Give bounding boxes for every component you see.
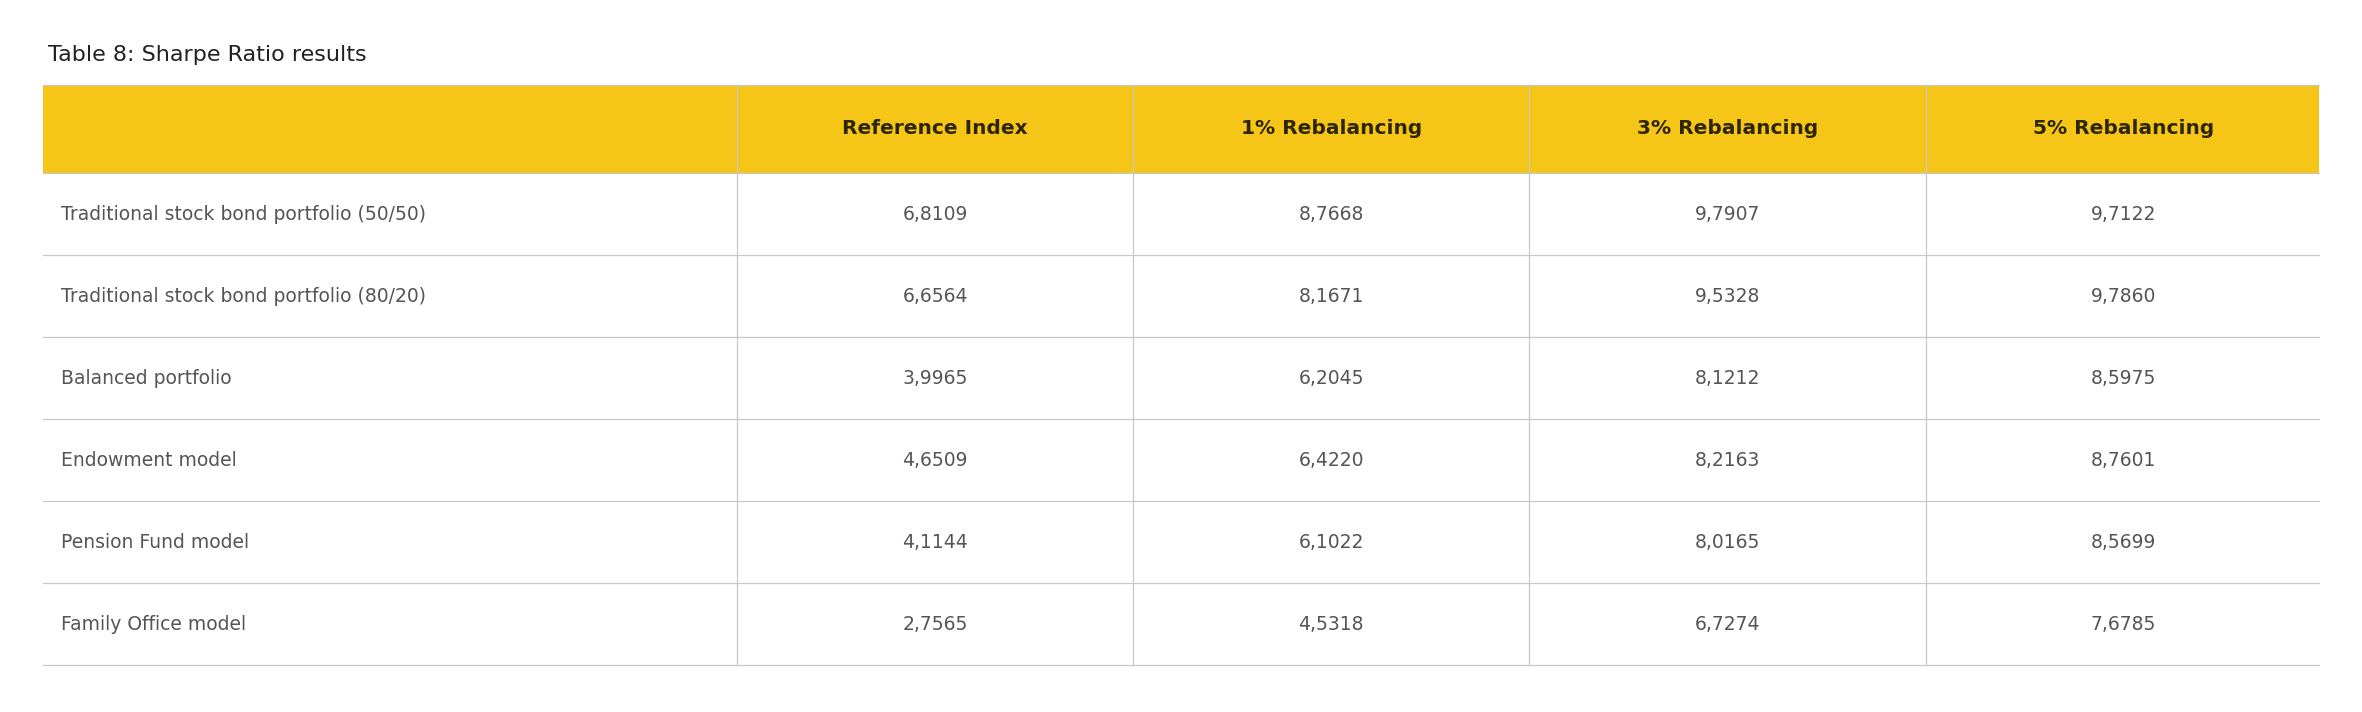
Text: 9,5328: 9,5328 bbox=[1696, 286, 1760, 305]
Text: 8,5699: 8,5699 bbox=[2090, 533, 2157, 552]
Text: 8,7668: 8,7668 bbox=[1299, 204, 1363, 224]
Text: 9,7122: 9,7122 bbox=[2090, 204, 2157, 224]
Text: 8,7601: 8,7601 bbox=[2090, 451, 2157, 469]
Text: 6,6564: 6,6564 bbox=[902, 286, 968, 305]
Text: 6,7274: 6,7274 bbox=[1694, 614, 1760, 634]
Text: 3% Rebalancing: 3% Rebalancing bbox=[1637, 120, 1819, 139]
Text: Table 8: Sharpe Ratio results: Table 8: Sharpe Ratio results bbox=[47, 45, 366, 65]
Text: 9,7860: 9,7860 bbox=[2090, 286, 2157, 305]
Text: Endowment model: Endowment model bbox=[61, 451, 236, 469]
Text: 4,6509: 4,6509 bbox=[902, 451, 968, 469]
Text: 9,7907: 9,7907 bbox=[1696, 204, 1760, 224]
Text: Reference Index: Reference Index bbox=[843, 120, 1027, 139]
Text: 1% Rebalancing: 1% Rebalancing bbox=[1240, 120, 1422, 139]
Text: Family Office model: Family Office model bbox=[61, 614, 246, 634]
Text: 8,1212: 8,1212 bbox=[1696, 369, 1760, 387]
Text: 8,2163: 8,2163 bbox=[1696, 451, 1760, 469]
Text: Traditional stock bond portfolio (50/50): Traditional stock bond portfolio (50/50) bbox=[61, 204, 425, 224]
Text: 7,6785: 7,6785 bbox=[2090, 614, 2157, 634]
Text: 4,1144: 4,1144 bbox=[902, 533, 968, 552]
Text: 8,0165: 8,0165 bbox=[1696, 533, 1760, 552]
Text: Traditional stock bond portfolio (80/20): Traditional stock bond portfolio (80/20) bbox=[61, 286, 425, 305]
Text: Pension Fund model: Pension Fund model bbox=[61, 533, 248, 552]
Text: 6,4220: 6,4220 bbox=[1299, 451, 1363, 469]
Text: 6,2045: 6,2045 bbox=[1299, 369, 1363, 387]
Text: 4,5318: 4,5318 bbox=[1299, 614, 1363, 634]
Text: 2,7565: 2,7565 bbox=[902, 614, 968, 634]
Text: 8,5975: 8,5975 bbox=[2090, 369, 2157, 387]
Text: 6,1022: 6,1022 bbox=[1299, 533, 1363, 552]
Text: 8,1671: 8,1671 bbox=[1299, 286, 1363, 305]
Text: 3,9965: 3,9965 bbox=[902, 369, 968, 387]
Text: 5% Rebalancing: 5% Rebalancing bbox=[2034, 120, 2213, 139]
Text: 6,8109: 6,8109 bbox=[902, 204, 968, 224]
Bar bbox=[43, 85, 2319, 173]
Text: Balanced portfolio: Balanced portfolio bbox=[61, 369, 231, 387]
